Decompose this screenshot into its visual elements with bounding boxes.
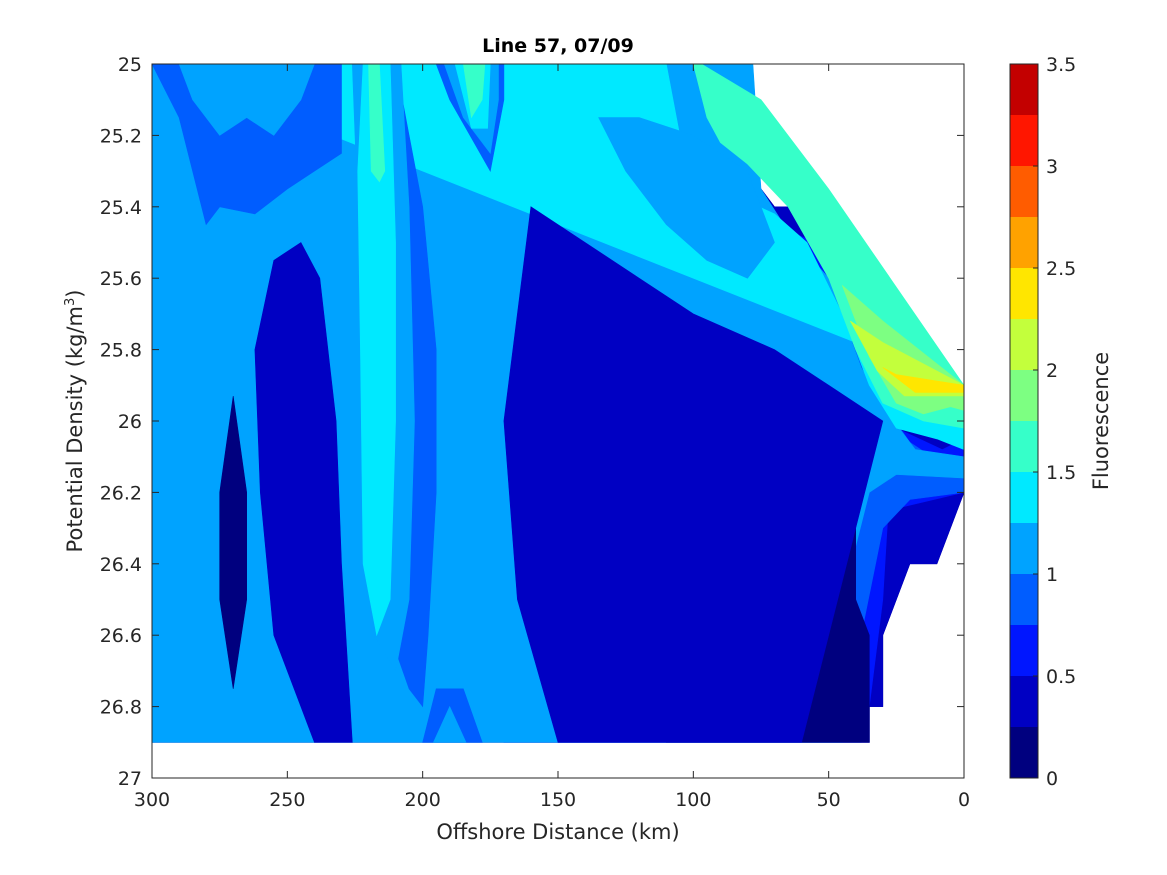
contour-overlay-region-0: [254, 242, 353, 743]
colorbar-segment: [1010, 370, 1038, 421]
contour-overlay-region-14: [433, 705, 467, 743]
contour-fills: [151, 63, 965, 743]
x-tick-label: 150: [540, 789, 576, 811]
x-axis: 300 250 200 150 100 50 0: [134, 64, 970, 811]
colorbar-segment: [1010, 319, 1038, 370]
y-tick-label: 26.2: [100, 482, 142, 504]
colorbar-segment: [1010, 217, 1038, 268]
y-axis-label: Potential Density (kg/m3): [63, 290, 87, 553]
y-tick-label: 25.4: [100, 197, 142, 219]
colorbar-tick-label: 3: [1046, 156, 1058, 178]
colorbar-tick-label: 1.5: [1046, 462, 1076, 484]
y-tick-label: 25.2: [100, 125, 142, 147]
y-tick-label: 26.4: [100, 554, 142, 576]
contour-overlay-region-17: [598, 117, 775, 279]
colorbar-segment: [1010, 625, 1038, 676]
y-tick-label: 27: [118, 768, 142, 790]
x-tick-label: 0: [958, 789, 970, 811]
colorbar-label: Fluorescence: [1089, 352, 1113, 490]
contour-overlay-region-7: [357, 63, 396, 637]
colorbar: 0 0.5 1 1.5 2 2.5 3 3.5: [1009, 54, 1076, 790]
colorbar-segment: [1010, 268, 1038, 319]
colorbar-segment: [1010, 574, 1038, 625]
colorbar-segment: [1010, 166, 1038, 217]
y-axis: 25 25.2 25.4 25.6 25.8 26 26.2 26.4 26.6 26.8 27: [100, 54, 964, 790]
y-tick-label: 26: [118, 411, 142, 433]
y-axis-label-superscript: 3: [63, 298, 78, 306]
contour-overlay-region-1: [219, 395, 247, 689]
x-tick-label: 200: [405, 789, 441, 811]
plot-area: [151, 63, 965, 778]
contour-overlay-region-16: [178, 63, 315, 136]
colorbar-segment: [1010, 472, 1038, 523]
colorbar-segment: [1010, 523, 1038, 574]
colorbar-segment: [1010, 64, 1038, 115]
colorbar-segment: [1010, 676, 1038, 727]
colorbar-frame: [1009, 63, 1039, 779]
colorbar-tick-label: 3.5: [1046, 54, 1076, 76]
colorbar-tick-label: 0.5: [1046, 666, 1076, 688]
y-tick-label: 26.8: [100, 697, 142, 719]
plot-frame: [151, 63, 965, 779]
contour-overlay-region-4: [503, 206, 884, 743]
y-tick-label: 25.6: [100, 268, 142, 290]
x-tick-label: 250: [269, 789, 305, 811]
colorbar-segment: [1010, 421, 1038, 472]
colorbar-tick-label: 2: [1046, 360, 1058, 382]
colorbar-tick-label: 0: [1046, 768, 1058, 790]
y-tick-label: 25.8: [100, 340, 142, 362]
colorbar-segment: [1010, 727, 1038, 778]
x-tick-label: 50: [817, 789, 841, 811]
colorbar-tick-label: 1: [1046, 564, 1058, 586]
colorbar-segment: [1010, 115, 1038, 166]
colorbar-tick-label: 2.5: [1046, 258, 1076, 280]
y-tick-label: 26.6: [100, 625, 142, 647]
x-axis-label: Offshore Distance (km): [436, 820, 679, 844]
x-tick-label: 300: [134, 789, 170, 811]
x-tick-label: 100: [675, 789, 711, 811]
chart-title: Line 57, 07/09: [482, 35, 634, 57]
contour-region-7: [850, 320, 965, 397]
y-tick-label: 25: [118, 54, 142, 76]
